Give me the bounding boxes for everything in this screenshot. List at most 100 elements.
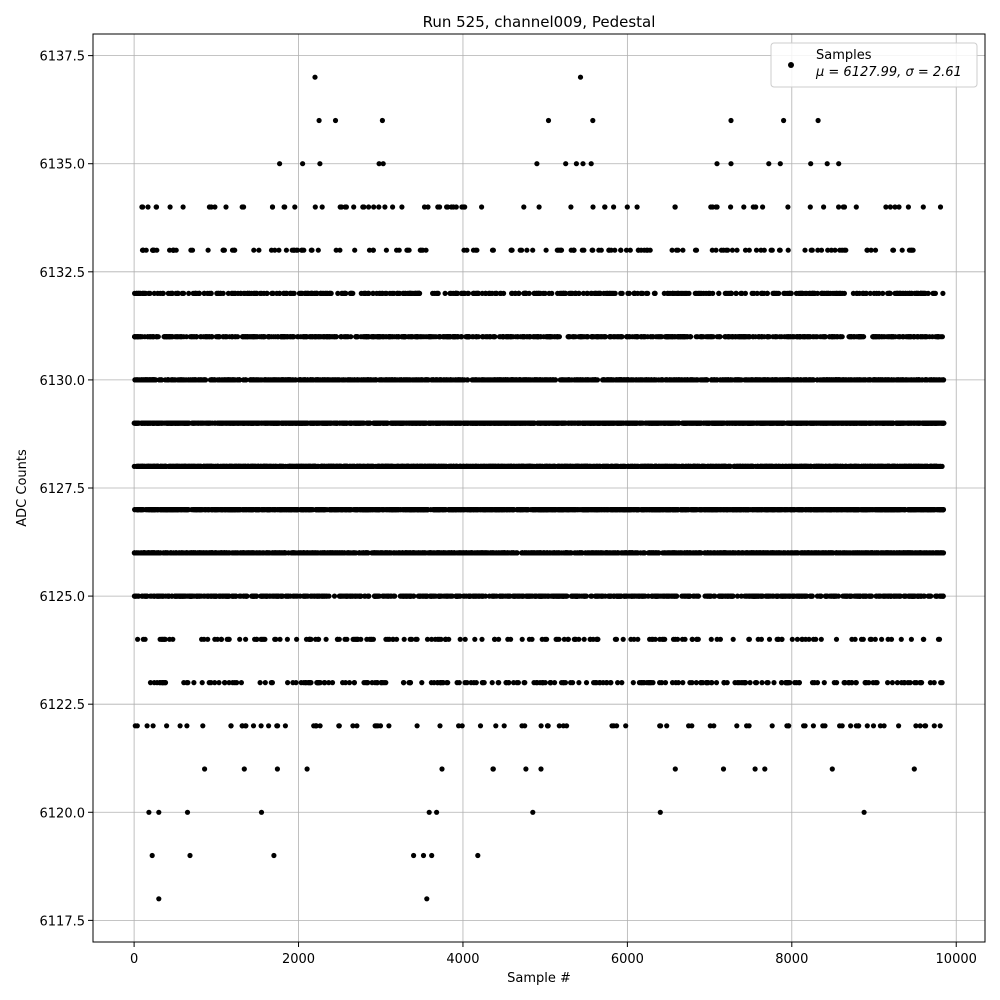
sample-point [346,680,353,686]
sample-point [579,593,585,599]
sample-point [695,636,701,642]
sample-point [181,680,187,686]
sample-point [298,507,304,513]
sample-point [879,636,885,642]
sample-point [358,507,364,513]
sample-point [857,593,863,599]
sample-point [492,636,498,642]
sample-point [417,507,423,513]
sample-point [396,550,402,556]
sample-point [911,766,917,772]
sample-point [818,593,824,599]
sample-point [659,593,665,599]
sample-point [474,550,480,556]
sample-point [609,723,615,729]
sample-point [906,507,912,513]
sample-point [638,680,644,686]
sample-point [562,680,569,686]
sample-point [394,636,400,642]
sample-point [508,636,514,642]
sample-point [613,636,620,642]
sample-point [370,636,376,642]
sample-point [570,507,577,513]
sample-point [905,680,911,686]
sample-point [235,507,241,513]
sample-point [809,593,815,599]
sample-point [588,593,594,599]
sample-point [670,507,676,513]
sample-point [677,550,683,556]
sample-point [531,507,537,513]
sample-point [685,507,691,513]
sample-point [442,636,449,642]
sample-point [337,593,343,599]
sample-point [439,680,446,686]
sample-point [724,507,730,513]
sample-point [167,636,173,642]
sample-point [560,507,566,513]
sample-point [770,507,776,513]
sample-point [870,723,877,729]
sample-point [282,723,288,729]
sample-point [230,680,236,686]
sample-point [752,766,758,772]
sample-point [468,593,474,599]
sample-point [781,550,787,556]
sample-point [384,507,390,513]
sample-point [132,723,138,729]
sample-point [645,593,651,599]
sample-point [570,593,576,599]
sample-point [455,593,461,599]
sample-point [250,550,256,556]
sample-point [634,507,640,513]
sample-point [448,507,454,513]
sample-point [342,680,349,686]
sample-point [501,507,507,513]
sample-point [874,680,880,686]
sample-point [657,723,663,729]
sample-point [321,507,327,513]
sample-point [317,680,323,686]
sample-point [259,636,265,642]
sample-point [687,680,693,686]
sample-point [168,550,174,556]
sample-point [434,680,441,686]
sample-point [707,723,713,729]
sample-point [266,507,272,513]
sample-point [373,550,379,556]
sample-point [672,766,678,772]
sample-point [923,550,930,556]
sample-point [331,593,338,599]
sample-point [886,507,892,513]
sample-point [538,593,544,599]
sample-point [274,766,280,772]
sample-point [506,593,512,599]
sample-point [595,636,601,642]
sample-point [177,723,183,729]
sample-point [308,593,314,599]
sample-point [510,680,517,686]
sample-point [848,507,854,513]
sample-point [812,507,818,513]
sample-point [284,507,291,513]
sample-point [212,636,218,642]
sample-point [175,507,181,513]
sample-point [251,593,257,599]
sample-point [864,723,870,729]
sample-point [835,593,842,599]
sample-point [173,593,179,599]
sample-point [479,680,485,686]
sample-point [630,593,636,599]
sample-point [646,550,652,556]
sample-point [730,507,736,513]
sample-point [747,593,754,599]
sample-point [408,550,414,556]
sample-point [199,636,205,642]
sample-point [512,593,518,599]
sample-point [239,723,245,729]
sample-point [522,680,528,686]
sample-point [737,507,743,513]
sample-point [388,550,394,556]
sample-point [773,550,780,556]
sample-point [413,636,419,642]
